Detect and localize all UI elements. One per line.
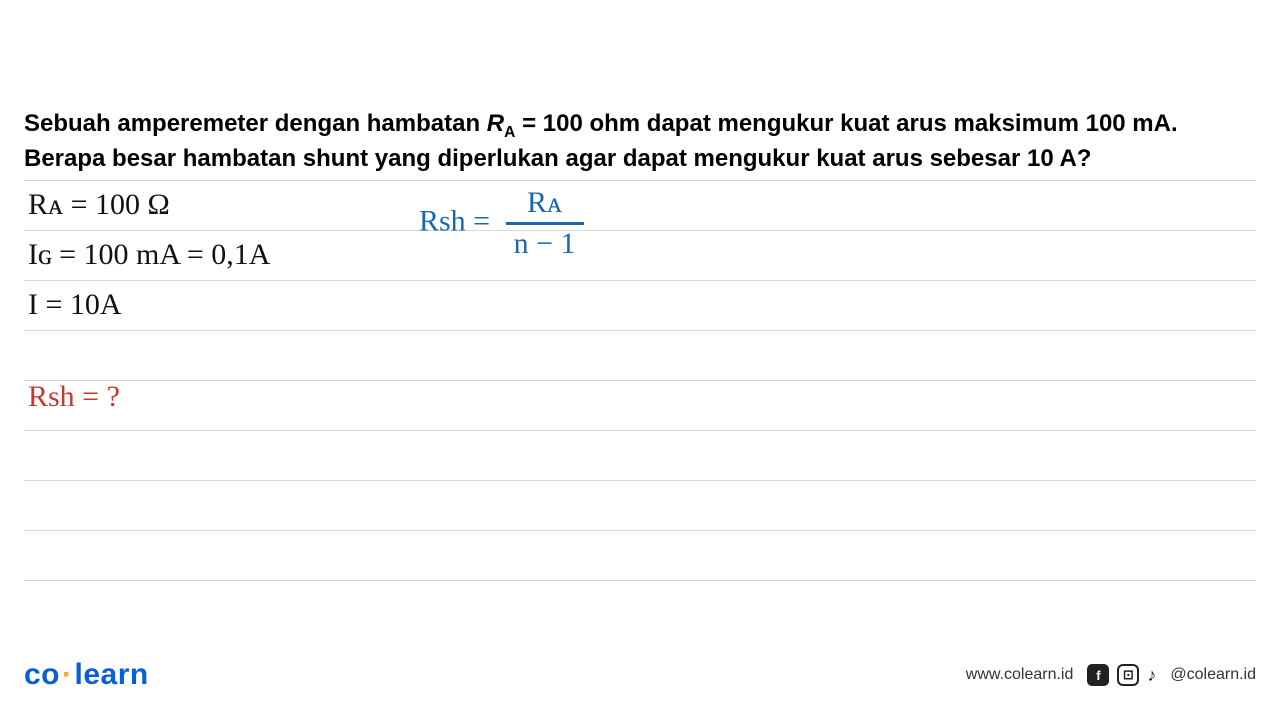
- question-var-R: R: [487, 110, 504, 137]
- question-line2: Berapa besar hambatan shunt yang diperlu…: [24, 145, 1091, 172]
- asked-Rsh: Rsh = ?: [28, 380, 120, 414]
- footer-right: www.colearn.id f ⊡ ♪ @colearn.id: [966, 664, 1256, 686]
- rule-line: [24, 530, 1256, 531]
- question-var-sub-A: A: [504, 124, 515, 141]
- instagram-icon: ⊡: [1117, 664, 1139, 686]
- formula-Rsh: Rsh = Rᴀ n − 1: [419, 186, 584, 261]
- formula-lhs: Rsh =: [419, 204, 490, 237]
- logo-learn: learn: [75, 658, 149, 691]
- rule-line: [24, 280, 1256, 281]
- footer: co·learn www.colearn.id f ⊡ ♪ @colearn.i…: [24, 658, 1256, 692]
- brand-logo: co·learn: [24, 658, 149, 692]
- question-block: Sebuah amperemeter dengan hambatan RA = …: [24, 108, 1256, 175]
- question-line1-part1: Sebuah amperemeter dengan hambatan: [24, 110, 487, 137]
- formula-denominator: n − 1: [506, 225, 584, 261]
- footer-handle: @colearn.id: [1170, 666, 1256, 684]
- formula-fraction: Rᴀ n − 1: [506, 186, 584, 261]
- facebook-icon: f: [1087, 664, 1109, 686]
- rule-line: [24, 330, 1256, 331]
- rule-line: [24, 180, 1256, 181]
- given-IG: Iɢ = 100 mA = 0,1A: [28, 238, 270, 272]
- social-icons: f ⊡ ♪: [1087, 664, 1156, 686]
- footer-url: www.colearn.id: [966, 666, 1074, 684]
- rule-line: [24, 580, 1256, 581]
- tiktok-icon: ♪: [1147, 665, 1156, 686]
- rule-line: [24, 480, 1256, 481]
- logo-co: co: [24, 658, 60, 691]
- page-root: Sebuah amperemeter dengan hambatan RA = …: [0, 0, 1280, 720]
- rule-line: [24, 230, 1256, 231]
- question-line1-part2: = 100 ohm dapat mengukur kuat arus maksi…: [515, 110, 1177, 137]
- logo-dot: ·: [60, 658, 75, 691]
- ruled-area: Rᴀ = 100 Ω Iɢ = 100 mA = 0,1A I = 10A Rs…: [24, 180, 1256, 620]
- formula-numerator: Rᴀ: [506, 186, 584, 225]
- rule-line: [24, 430, 1256, 431]
- given-I: I = 10A: [28, 288, 122, 322]
- given-RA: Rᴀ = 100 Ω: [28, 188, 170, 222]
- rule-line: [24, 380, 1256, 381]
